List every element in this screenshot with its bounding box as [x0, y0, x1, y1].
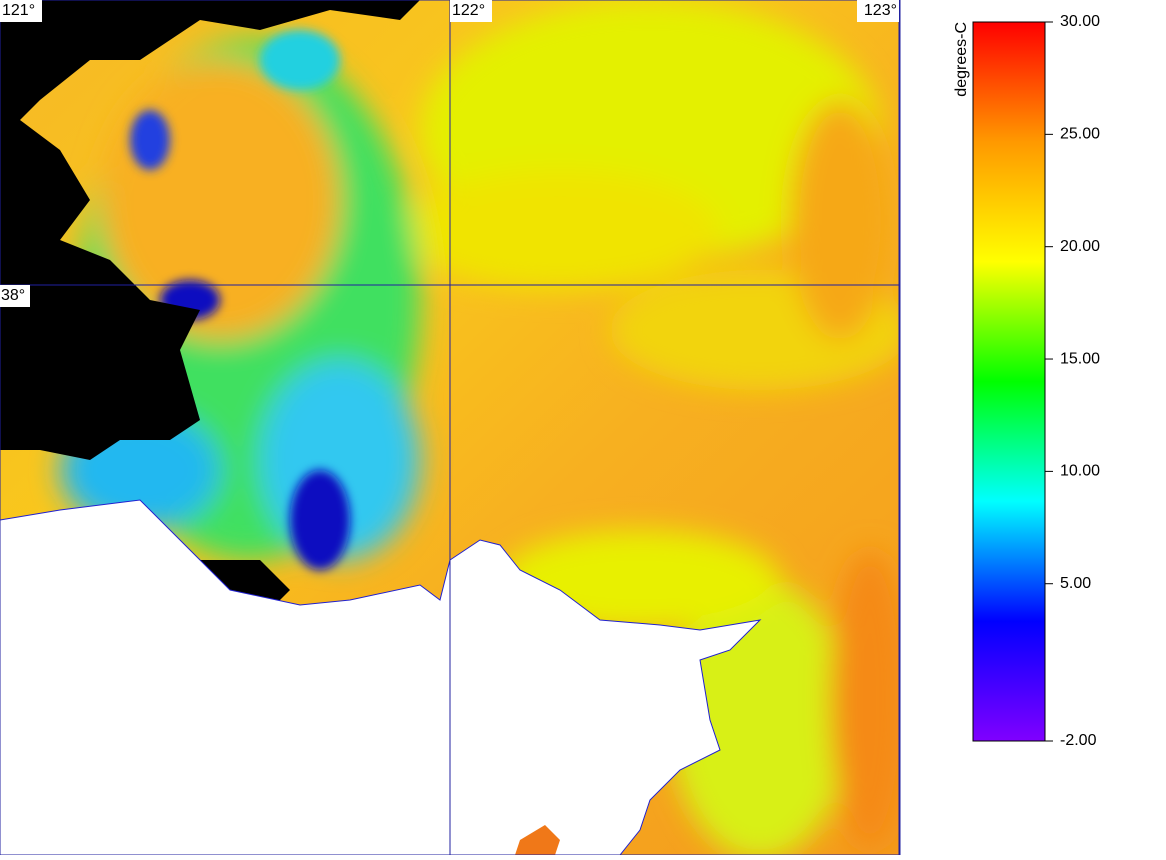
label-bg	[0, 0, 42, 22]
label-bg	[857, 0, 899, 22]
lat-label: 38°	[1, 287, 25, 304]
colorbar-tick-label: 25.00	[1060, 126, 1100, 143]
label-bg	[0, 285, 30, 307]
colorbar-tick-label: 30.00	[1060, 13, 1100, 30]
colorbar-tick-label: 20.00	[1060, 238, 1100, 255]
colorbar	[972, 21, 1046, 742]
colorbar-tick-label: 10.00	[1060, 463, 1100, 480]
label-bg	[450, 0, 492, 22]
lon-label: 122°	[452, 2, 485, 19]
colorbar-tick-label: -2.00	[1060, 732, 1097, 749]
colorbar-tick-label: 15.00	[1060, 350, 1100, 367]
colorbar-title: degrees-C	[953, 22, 970, 97]
lon-label: 121°	[2, 2, 35, 19]
sst-map	[0, 0, 900, 855]
lon-label: 123°	[864, 2, 897, 19]
colorbar-tick-label: 5.00	[1060, 575, 1091, 592]
